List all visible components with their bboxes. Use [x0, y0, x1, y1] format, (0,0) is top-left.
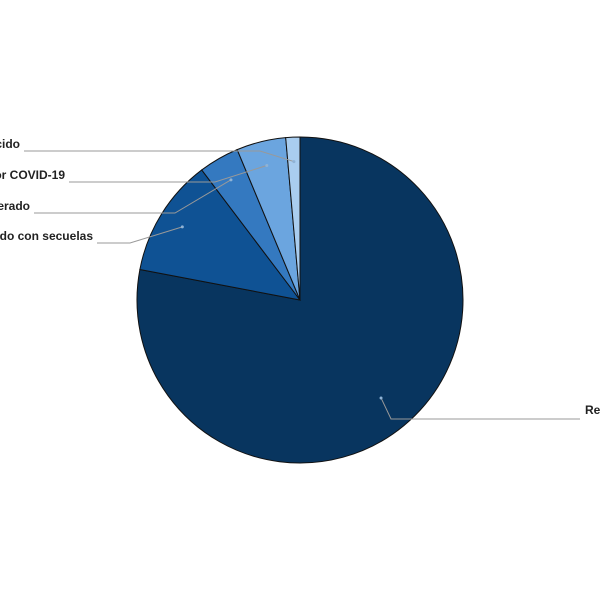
leader-dot: [379, 396, 383, 400]
leader-line: [0, 150, 295, 163]
pie-slice: [285, 136, 301, 301]
leader-dot: [265, 163, 269, 167]
leader-dot: [292, 160, 296, 164]
slice-label: Re: [585, 403, 601, 417]
leader-line: [0, 165, 267, 183]
leader-line: [380, 397, 580, 420]
label-bg: [0, 168, 69, 184]
slice-label: do con secuelas: [0, 229, 93, 243]
label-bg: [0, 137, 24, 153]
leader-dot: [229, 178, 233, 182]
slice-label: erado: [0, 199, 30, 213]
leader-dot: [180, 225, 184, 229]
leader-line: [0, 179, 232, 214]
slice-label: cido: [0, 137, 20, 151]
pie-slice: [139, 169, 302, 301]
pie-slice: [136, 136, 464, 464]
label-bg: [0, 229, 97, 245]
label-bg: [0, 199, 34, 215]
slice-label: or COVID-19: [0, 168, 65, 182]
